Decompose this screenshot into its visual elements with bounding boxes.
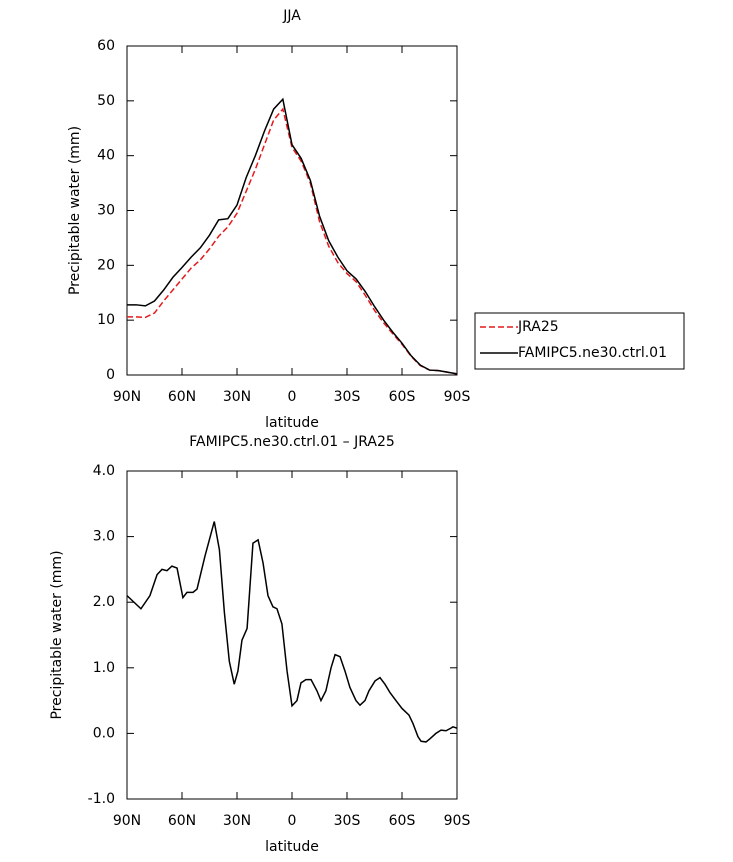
y-tick-label: 30 — [97, 203, 115, 219]
x-tick-label: 60S — [389, 813, 416, 829]
legend-label: JRA25 — [517, 319, 559, 335]
x-tick-label: 60S — [389, 389, 416, 405]
x-tick-label: 0 — [288, 389, 297, 405]
plot-frame — [126, 470, 458, 800]
y-axis-label: Precipitable water (mm) — [49, 550, 65, 719]
y-tick-label: 2.0 — [93, 594, 115, 610]
y-tick-label: 0.0 — [93, 725, 115, 741]
y-tick-label: 40 — [97, 148, 115, 164]
chart-title: JJA — [282, 8, 301, 24]
x-axis-label: latitude — [265, 415, 319, 431]
legend-label: FAMIPC5.ne30.ctrl.01 — [518, 345, 667, 361]
y-tick-label: 4.0 — [93, 463, 115, 479]
data-line — [127, 107, 458, 375]
x-tick-label: 30N — [223, 813, 251, 829]
y-tick-label: 10 — [97, 312, 115, 328]
data-line — [126, 521, 458, 743]
y-tick-label: 50 — [97, 93, 115, 109]
y-tick-label: 60 — [97, 38, 115, 54]
data-line — [127, 97, 458, 375]
x-tick-label: 30S — [334, 813, 361, 829]
x-tick-label: 90N — [113, 813, 141, 829]
chart-title: FAMIPC5.ne30.ctrl.01 – JRA25 — [189, 434, 395, 450]
y-tick-label: 20 — [97, 257, 115, 273]
x-tick-label: 60N — [168, 813, 196, 829]
x-axis-label: latitude — [265, 839, 319, 855]
x-tick-label: 90N — [113, 389, 141, 405]
y-tick-label: 0 — [106, 367, 115, 383]
y-tick-label: -1.0 — [88, 791, 115, 807]
y-axis-label: Precipitable water (mm) — [67, 126, 83, 295]
x-tick-label: 30S — [334, 389, 361, 405]
plot-frame — [126, 45, 458, 376]
y-tick-label: 1.0 — [93, 660, 115, 676]
x-tick-label: 90S — [444, 813, 471, 829]
y-tick-label: 3.0 — [93, 529, 115, 545]
x-tick-label: 30N — [223, 389, 251, 405]
x-tick-label: 90S — [444, 389, 471, 405]
x-tick-label: 60N — [168, 389, 196, 405]
x-tick-label: 0 — [288, 813, 297, 829]
legend-box — [474, 312, 685, 370]
